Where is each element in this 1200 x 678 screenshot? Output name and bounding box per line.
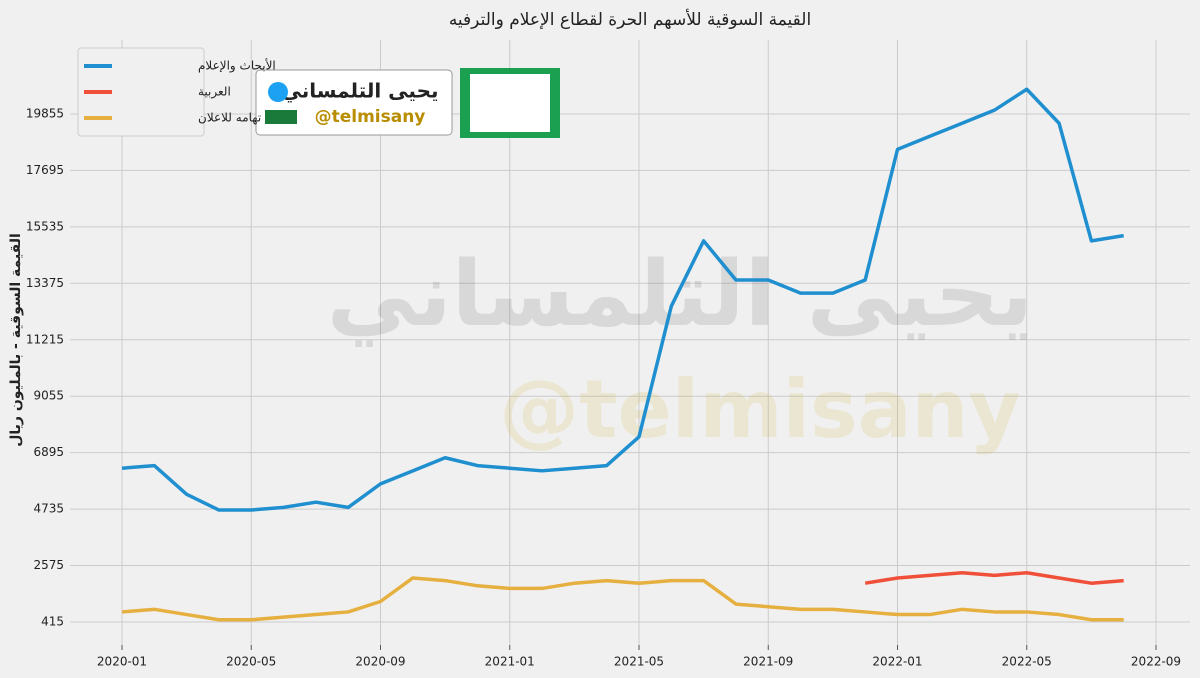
y-tick-label: 6895 <box>33 445 64 459</box>
y-tick-label: 17695 <box>26 163 64 177</box>
y-tick-label: 11215 <box>26 332 64 346</box>
chart-title: القيمة السوقية للأسهم الحرة لقطاع الإعلا… <box>449 9 811 30</box>
legend-label: الأبحاث والإعلام <box>198 58 276 74</box>
legend-label: تهامه للاعلان <box>198 111 261 125</box>
y-axis-label: القيمة السوقية - بالمليون ريال <box>8 233 24 447</box>
legend-box <box>77 47 205 137</box>
y-tick-label: 13375 <box>26 276 64 290</box>
series-line <box>121 576 1124 622</box>
series-line <box>864 570 1124 585</box>
x-tick-label: 2020-01 <box>97 655 147 669</box>
y-tick-label: 415 <box>41 615 64 629</box>
y-tick-label: 9055 <box>33 389 64 403</box>
x-tick-label: 2021-05 <box>614 655 664 669</box>
x-tick-label: 2022-05 <box>1002 655 1052 669</box>
x-tick-label: 2020-09 <box>355 655 405 669</box>
legend-label: العربية <box>198 85 231 100</box>
qr-code <box>470 74 550 132</box>
y-tick-label: 2575 <box>33 558 64 572</box>
y-tick-label: 4735 <box>33 502 64 516</box>
x-tick-label: 2020-05 <box>226 655 276 669</box>
y-tick-label: 19855 <box>26 106 64 120</box>
logo-name: يحيى التلمساني <box>282 79 439 104</box>
watermark-handle: @telmisany <box>499 363 1020 456</box>
watermark-name: يحيى التلمساني <box>327 242 1033 347</box>
x-tick-label: 2022-01 <box>872 655 922 669</box>
legend: الأبحاث والإعلام العربية تهامه للاعلان <box>77 47 276 137</box>
flag-icon <box>265 110 297 124</box>
x-tick-label: 2022-09 <box>1131 655 1181 669</box>
series-line <box>121 87 1124 512</box>
bird-icon <box>268 82 288 102</box>
x-tick-label: 2021-01 <box>485 655 535 669</box>
logo-box <box>255 69 453 136</box>
logo: يحيى التلمساني @telmisany <box>255 68 560 138</box>
x-tick-label: 2021-09 <box>743 655 793 669</box>
y-tick-label: 15535 <box>26 219 64 233</box>
watermark: يحيى التلمساني @telmisany <box>327 242 1033 456</box>
logo-handle: @telmisany <box>315 107 426 127</box>
